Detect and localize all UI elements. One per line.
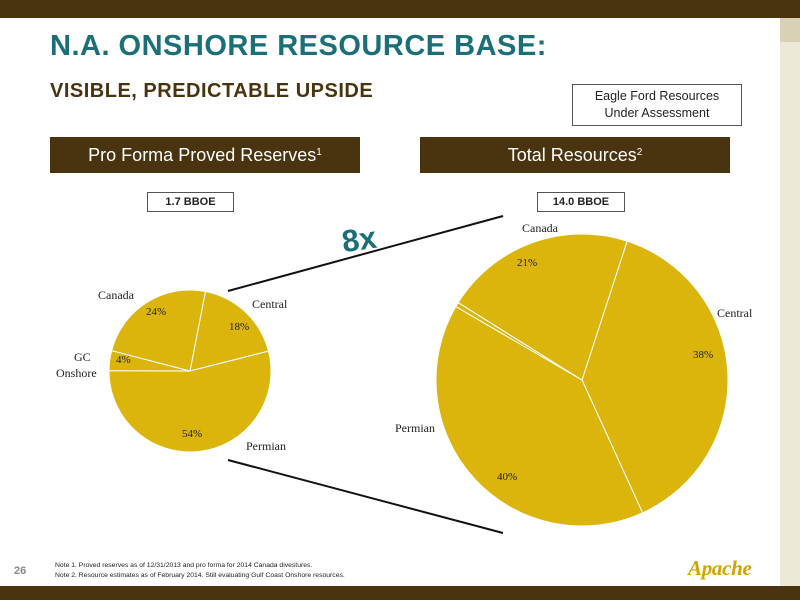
total-resources-total-badge: 14.0 BBOE <box>537 192 625 212</box>
left-label-permian: Permian <box>246 439 286 453</box>
eagle-ford-callout: Eagle Ford Resources Under Assessment <box>572 84 742 126</box>
proved-reserves-header: Pro Forma Proved Reserves 1 <box>50 137 360 173</box>
connector-line-top <box>227 215 504 292</box>
footnote-1: Note 1. Proved reserves as of 12/31/2013… <box>55 562 313 569</box>
pie-slice-canada <box>111 289 207 372</box>
callout-line-1: Eagle Ford Resources <box>594 89 720 103</box>
pie-slice-permian <box>108 350 272 453</box>
left-label-canada: Canada <box>98 288 135 302</box>
apache-logo: Apache <box>688 556 752 580</box>
right-label-canada: Canada <box>522 221 559 235</box>
left-pct-permian: 54% <box>182 428 202 440</box>
right-pct-canada: 21% <box>517 257 537 269</box>
right-pct-permian: 40% <box>497 471 517 483</box>
total-resources-footnote-mark: 2 <box>636 146 643 158</box>
left-label-gc-onshore-2: Onshore <box>56 366 97 380</box>
total-resources-pie <box>435 233 729 527</box>
side-tab <box>780 18 800 42</box>
left-pct-canada: 24% <box>146 306 166 318</box>
callout-line-2: Under Assessment <box>604 106 710 120</box>
proved-reserves-pie <box>108 289 272 453</box>
top-bar <box>0 0 800 18</box>
right-pct-central: 38% <box>693 349 713 361</box>
proved-reserves-total-badge: 1.7 BBOE <box>147 192 234 212</box>
right-label-central: Central <box>717 306 753 320</box>
bottom-bar <box>0 586 800 600</box>
left-label-central: Central <box>252 297 288 311</box>
footnotes: Note 1. Proved reserves as of 12/31/2013… <box>55 561 345 581</box>
pie-slice-permian <box>435 305 644 527</box>
pie-slice-canada <box>457 233 628 381</box>
right-side-stripe <box>780 18 800 586</box>
page-title: N.A. ONSHORE RESOURCE BASE: <box>50 30 547 62</box>
proved-reserves-footnote-mark: 1 <box>316 146 322 158</box>
page-number: 26 <box>14 565 27 577</box>
page-subtitle: VISIBLE, PREDICTABLE UPSIDE <box>50 80 374 102</box>
pie-slice-central <box>189 290 270 372</box>
total-resources-header-text: Total Resources <box>507 144 637 165</box>
proved-reserves-header-text: Pro Forma Proved Reserves <box>88 144 317 165</box>
right-label-permian: Permian <box>395 421 435 435</box>
left-pct-central: 18% <box>229 321 249 333</box>
left-label-gc-onshore-1: GC <box>74 350 91 364</box>
left-pct-gc-onshore: 4% <box>116 354 131 366</box>
total-resources-header: Total Resources 2 <box>420 137 730 173</box>
connector-line-bottom <box>227 459 504 534</box>
footnote-2: Note 2. Resource estimates as of Februar… <box>55 572 345 579</box>
pie-slice-central <box>581 240 729 514</box>
